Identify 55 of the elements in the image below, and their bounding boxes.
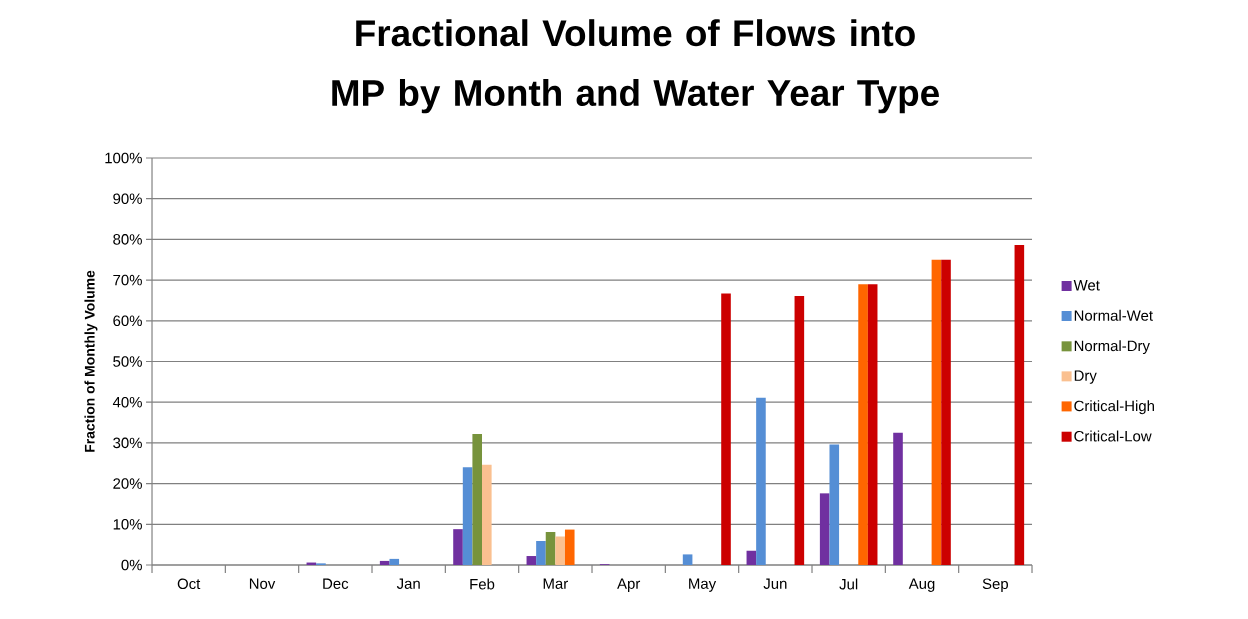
bar bbox=[564, 529, 575, 565]
x-tick-label: Jan bbox=[396, 578, 420, 589]
bar bbox=[931, 259, 942, 565]
legend-label: Critical-High bbox=[1074, 400, 1154, 415]
y-tick-label: 20% bbox=[113, 478, 142, 489]
x-tick-label: Sep bbox=[982, 578, 1009, 593]
bar bbox=[1014, 245, 1025, 565]
y-tick-label: 80% bbox=[113, 234, 142, 245]
bar bbox=[453, 529, 463, 565]
bar bbox=[389, 558, 400, 565]
chart-title: Fractional Volume of Flows into MP by Month and Water Year Type bbox=[332, 19, 939, 114]
bar bbox=[867, 284, 878, 565]
legend-label: Dry bbox=[1074, 370, 1097, 384]
legend-label: Critical-Low bbox=[1074, 430, 1152, 442]
x-tick-label: Feb bbox=[470, 578, 495, 590]
legend-label: Wet bbox=[1073, 280, 1100, 291]
bar bbox=[829, 444, 840, 565]
x-tick-label: Jul bbox=[839, 578, 858, 590]
y-tick-label: 70% bbox=[113, 274, 142, 286]
x-tick-label: Oct bbox=[177, 578, 201, 590]
x-tick-label: May bbox=[689, 578, 717, 592]
bar bbox=[545, 532, 556, 565]
y-tick-label: 30% bbox=[113, 437, 142, 449]
bar bbox=[526, 556, 537, 565]
bar bbox=[472, 433, 483, 565]
x-tick-label: Nov bbox=[249, 578, 276, 589]
bar bbox=[555, 536, 565, 565]
x-tick-label: Apr bbox=[617, 578, 641, 592]
bar bbox=[379, 560, 390, 565]
bar bbox=[858, 284, 868, 565]
y-tick-label: 0% bbox=[121, 559, 142, 571]
y-tick-label: 100% bbox=[105, 152, 142, 164]
y-axis-title: Fraction of Monthly Volume bbox=[84, 270, 98, 452]
bar bbox=[536, 540, 546, 565]
bar bbox=[721, 293, 731, 565]
bar bbox=[756, 397, 766, 565]
bar bbox=[746, 550, 757, 565]
legend-label: Normal-Wet bbox=[1074, 309, 1153, 321]
bar bbox=[941, 259, 951, 565]
bar bbox=[482, 464, 492, 565]
y-tick-label: 10% bbox=[113, 518, 142, 530]
x-tick-label: Dec bbox=[323, 578, 349, 589]
y-tick-label: 40% bbox=[112, 396, 142, 408]
bar bbox=[794, 295, 805, 565]
y-tick-label: 90% bbox=[113, 193, 142, 204]
x-tick-label: Jun bbox=[763, 578, 787, 589]
bar bbox=[819, 493, 830, 565]
x-tick-label: Mar bbox=[543, 578, 568, 589]
legend-label: Normal-Dry bbox=[1074, 340, 1150, 355]
bar bbox=[893, 432, 903, 565]
y-tick-label: 50% bbox=[113, 356, 142, 367]
bar bbox=[682, 554, 693, 565]
bar bbox=[462, 467, 473, 565]
x-tick-label: Aug bbox=[908, 578, 935, 592]
y-tick-label: 60% bbox=[113, 315, 142, 327]
